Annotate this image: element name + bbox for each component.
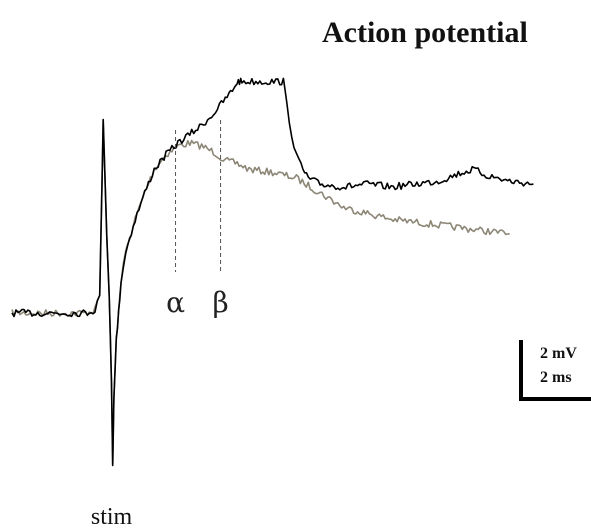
scale-bar: 2 mV 2 ms <box>519 340 591 401</box>
event-markers: α β stim <box>91 120 229 529</box>
trace-series-2 <box>11 118 510 467</box>
trace-series-1 <box>11 77 534 467</box>
traces <box>11 77 534 467</box>
scale-bar-time-label: 2 ms <box>540 369 572 386</box>
scale-bar-lines <box>519 340 591 401</box>
scale-bar-voltage-label: 2 mV <box>540 345 577 362</box>
beta-label: β <box>212 286 228 319</box>
stim-label: stim <box>91 504 133 529</box>
alpha-label: α <box>166 286 185 319</box>
chart-title: Action potential <box>322 16 528 49</box>
